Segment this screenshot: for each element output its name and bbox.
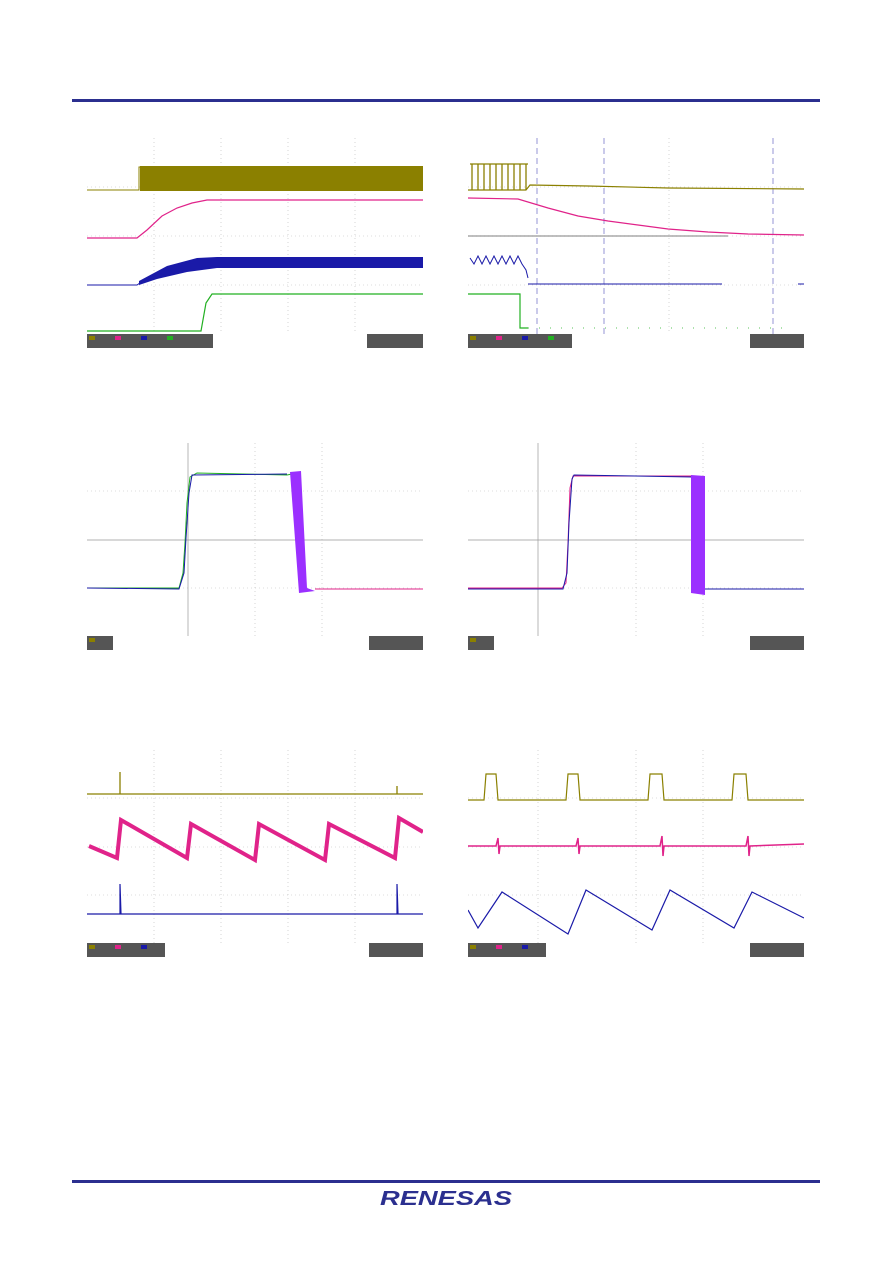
trace-ch1 (468, 184, 804, 191)
trace-ch2 (468, 835, 804, 857)
trace-ch3 (468, 889, 804, 935)
scope-figure-startup (87, 138, 423, 348)
scope-figure-ripple-a (87, 750, 423, 960)
trace-ch3-ripple (469, 254, 529, 279)
trace-ch4 (87, 293, 423, 332)
trace-ch2 (468, 197, 804, 236)
trace-ch4 (468, 293, 528, 329)
scope-figure-pulse-overlay-b (468, 443, 804, 653)
trace-ch2 (87, 199, 423, 239)
trace-overlay-jitter-band (691, 475, 705, 595)
trace-ch2 (88, 814, 423, 864)
scope-figure-pulse-overlay-a (87, 443, 423, 653)
header-rule (72, 99, 820, 102)
trace-ch1 (87, 772, 423, 795)
scope-figure-shutdown (468, 138, 804, 348)
trace-ch1 (468, 773, 804, 801)
trace-overlay-jitter-band (290, 471, 315, 593)
trace-ch3-ripple-band (139, 257, 423, 285)
scope-figure-ripple-b (468, 750, 804, 960)
svg-text:RENESAS: RENESAS (380, 1188, 513, 1210)
trace-ch3 (87, 883, 423, 915)
footer-rule (72, 1180, 820, 1183)
renesas-logo: RENESAS (380, 1186, 514, 1210)
trace-ch1-pulses (470, 163, 528, 190)
trace-ch1-switching-band (140, 166, 423, 191)
